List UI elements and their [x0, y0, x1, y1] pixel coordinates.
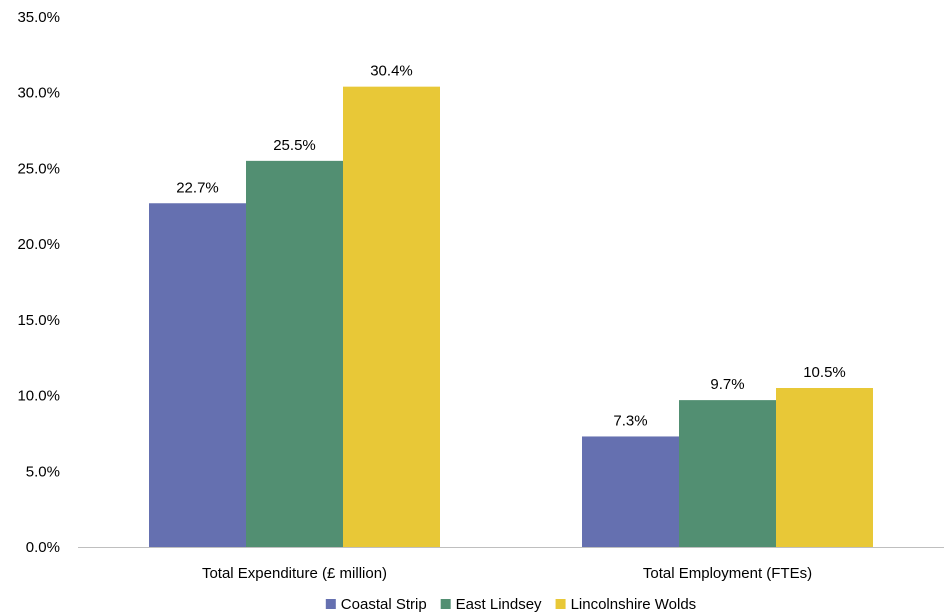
y-tick-label: 30.0%	[17, 85, 60, 102]
bar-coastal-strip	[582, 436, 679, 547]
category-labels: Total Expenditure (£ million) Total Emplo…	[202, 565, 812, 582]
data-label: 9.7%	[710, 376, 744, 393]
y-tick-label: 25.0%	[17, 160, 60, 177]
legend-label: Lincolnshire Wolds	[571, 596, 697, 613]
data-label: 10.5%	[803, 364, 846, 381]
bar-east-lindsey	[246, 160, 343, 547]
legend-swatch	[440, 599, 451, 609]
data-label: 7.3%	[613, 412, 647, 429]
legend-swatch	[555, 599, 566, 609]
bars	[149, 86, 873, 548]
legend: Coastal Strip East Lindsey Lincolnshire Wo…	[325, 596, 697, 613]
y-tick-label: 20.0%	[17, 236, 60, 253]
legend-label: East Lindsey	[456, 596, 542, 613]
y-tick-label: 0.0%	[26, 539, 60, 556]
x-category-label: Total Employment (FTEs)	[643, 565, 812, 582]
y-tick-label: 5.0%	[26, 463, 60, 480]
bar-lincolnshire-wolds	[776, 388, 873, 547]
data-label: 22.7%	[176, 179, 219, 196]
bar-coastal-strip	[149, 203, 246, 547]
y-tick-label: 35.0%	[17, 9, 60, 26]
bar-lincolnshire-wolds	[343, 86, 440, 548]
legend-label: Coastal Strip	[341, 596, 427, 613]
y-axis-ticks: 0.0% 5.0% 10.0% 15.0% 20.0% 25.0% 30.0% 35.0%	[17, 9, 60, 556]
data-label: 25.5%	[273, 137, 316, 154]
y-tick-label: 15.0%	[17, 312, 60, 329]
data-labels: 22.7% 25.5% 30.4% 7.3% 9.7% 10.5%	[176, 63, 846, 430]
x-category-label: Total Expenditure (£ million)	[202, 565, 387, 582]
y-tick-label: 10.0%	[17, 388, 60, 405]
legend-swatch	[325, 599, 336, 609]
data-label: 30.4%	[370, 63, 413, 80]
bar-east-lindsey	[679, 400, 776, 547]
